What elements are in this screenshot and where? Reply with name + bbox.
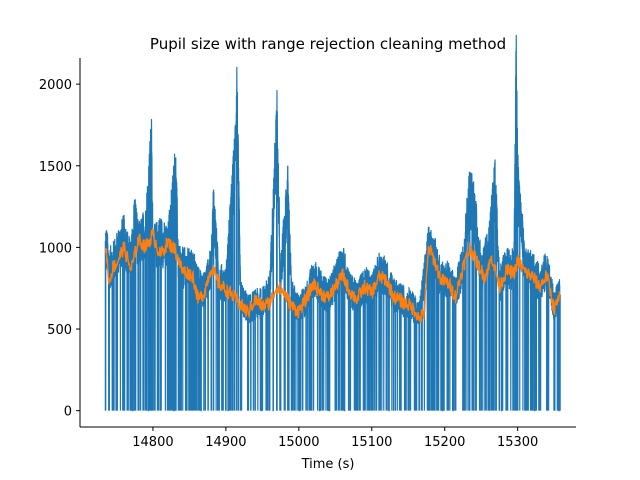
x-tick: 15000	[278, 427, 320, 450]
x-tick: 15200	[424, 427, 465, 450]
raw-trace	[104, 34, 561, 412]
x-tick-label: 14900	[205, 435, 246, 450]
x-axis-label: Time (s)	[301, 457, 355, 472]
series-cleaned	[104, 228, 561, 323]
x-tick-label: 15100	[351, 435, 392, 450]
y-ticks: 0 500 1000 1500 2000	[39, 78, 80, 420]
x-tick: 14900	[205, 427, 247, 450]
x-tick-label: 15300	[497, 435, 538, 450]
y-tick: 500	[47, 323, 80, 338]
x-tick: 14800	[132, 427, 174, 450]
y-tick: 2000	[39, 78, 80, 93]
x-tick: 15300	[497, 427, 538, 450]
x-tick: 15100	[351, 427, 392, 450]
y-tick-label: 1000	[39, 241, 72, 256]
y-tick-label: 0	[64, 405, 72, 420]
chart-title: Pupil size with range rejection cleaning…	[150, 35, 506, 53]
x-ticks: 14800 14900 15000 15100 15200 15300	[132, 427, 538, 450]
cleaned-trace	[104, 228, 561, 323]
y-tick-label: 1500	[39, 160, 72, 175]
y-tick: 0	[64, 405, 80, 420]
series-raw	[104, 34, 561, 412]
y-tick-label: 2000	[39, 78, 72, 93]
plot-area	[104, 34, 561, 412]
y-tick: 1500	[39, 160, 80, 175]
x-tick-label: 14800	[132, 435, 173, 450]
x-tick-label: 15000	[278, 435, 319, 450]
y-tick-label: 500	[47, 323, 72, 338]
x-tick-label: 15200	[424, 435, 465, 450]
axes	[79, 58, 576, 428]
y-tick: 1000	[39, 241, 80, 256]
